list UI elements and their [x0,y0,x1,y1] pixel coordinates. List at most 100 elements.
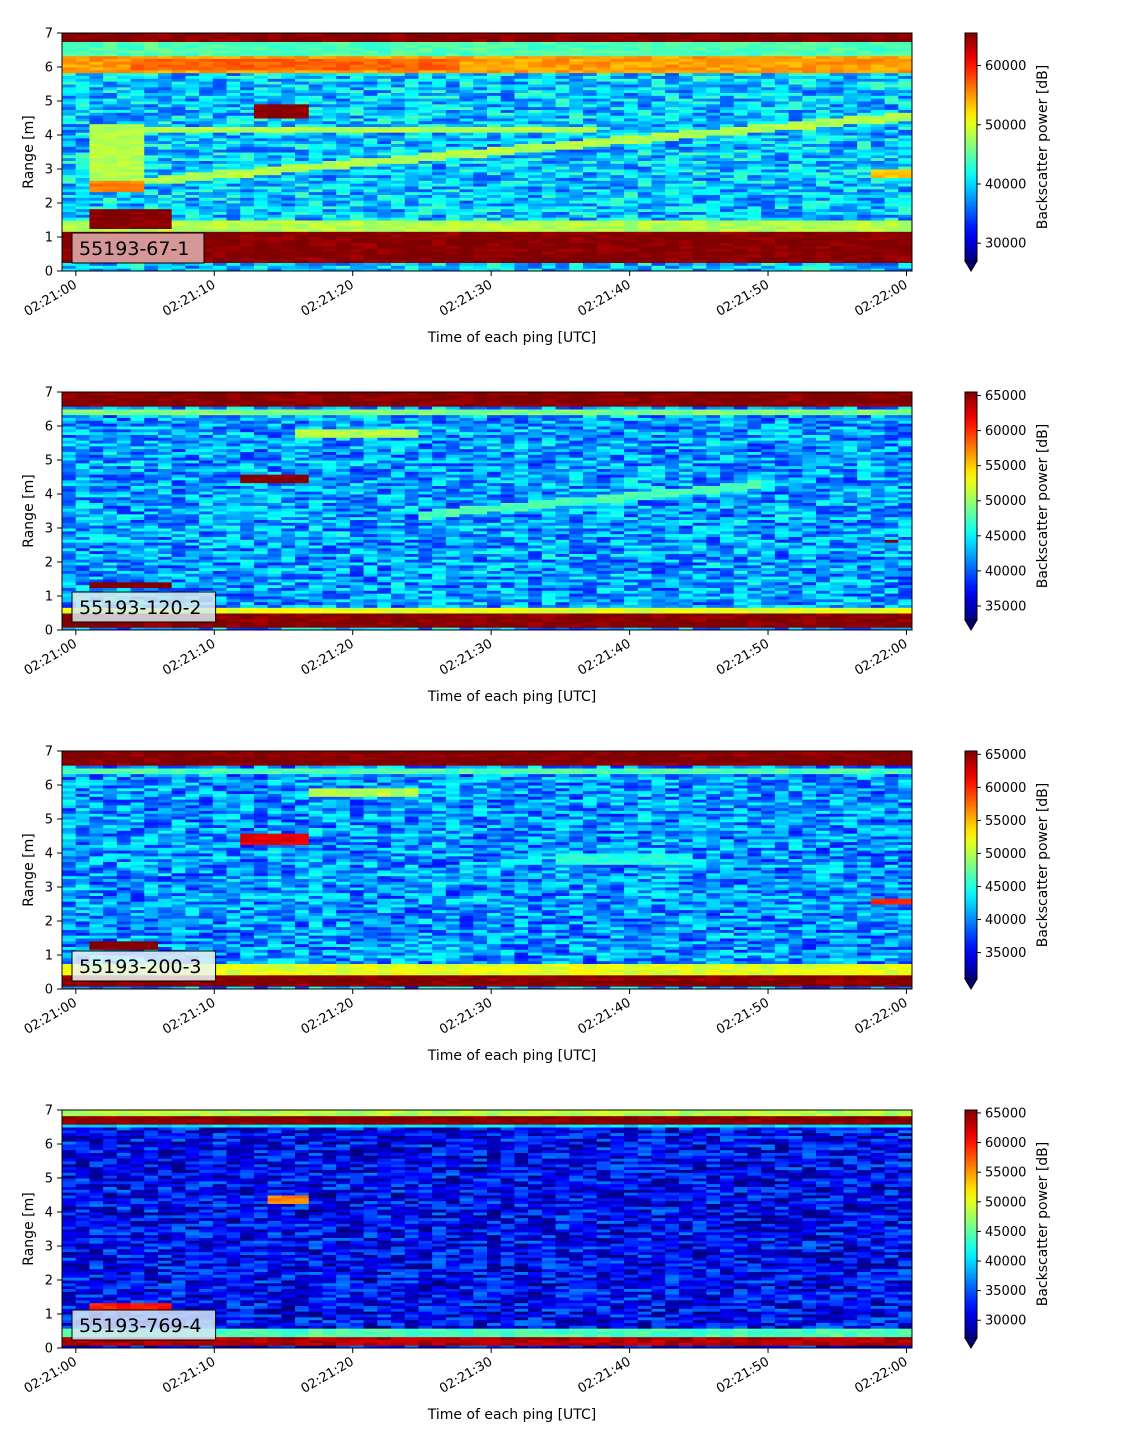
colorbar-gradient [965,33,977,261]
colorbar-tick-label: 40000 [985,913,1026,928]
x-tick-label: 02:21:10 [160,636,218,678]
colorbar-tick-label: 65000 [985,748,1026,763]
colorbar-extend-arrow [965,620,977,630]
x-tick-label: 02:21:50 [714,1354,772,1396]
panel-label: 55193-67-1 [79,238,189,260]
x-tick-label: 02:21:30 [437,1354,495,1396]
y-tick-label: 5 [45,813,53,828]
y-tick-label: 6 [45,1138,53,1153]
x-tick-label: 02:21:30 [437,995,495,1037]
y-axis-label: Range [m] [21,115,37,188]
y-axis-label: Range [m] [21,474,37,547]
colorbar-tick-label: 60000 [985,424,1026,439]
colorbar-label: Backscatter power [dB] [1035,783,1051,948]
colorbar-tick-label: 60000 [985,781,1026,796]
x-tick-label: 02:21:20 [299,277,357,319]
x-axis-label: Time of each ping [UTC] [427,330,597,346]
colorbar: 30000 40000 50000 60000 Backscatter power [d… [965,33,1051,271]
x-tick-label: 02:21:10 [160,1354,218,1396]
y-tick-label: 1 [45,231,53,246]
x-tick-label: 02:22:00 [852,995,910,1037]
colorbar-tick-label: 50000 [985,1195,1026,1210]
x-tick-label: 02:21:20 [299,636,357,678]
y-tick-label: 0 [45,1342,53,1357]
x-tick-label: 02:21:40 [576,1354,634,1396]
colorbar-tick-label: 35000 [985,946,1026,961]
y-tick-label: 2 [45,197,53,212]
y-tick-label: 6 [45,61,53,76]
y-tick-label: 5 [45,1172,53,1187]
x-axis-label: Time of each ping [UTC] [427,689,597,705]
x-tick-label: 02:21:00 [22,995,80,1037]
panel-label: 55193-769-4 [79,1315,202,1337]
x-tick-label: 02:21:00 [22,277,80,319]
colorbar-tick-label: 35000 [985,599,1026,614]
colorbar: 35000 40000 45000 50000 55000 60000 65000 Backs… [965,748,1051,989]
y-axis-label: Range [m] [21,833,37,906]
x-tick-label: 02:21:40 [576,995,634,1037]
y-tick-label: 3 [45,163,53,178]
x-tick-label: 02:21:00 [22,636,80,678]
x-tick-label: 02:22:00 [852,636,910,678]
x-axis-label: Time of each ping [UTC] [427,1407,597,1423]
y-tick-label: 3 [45,881,53,896]
x-tick-label: 02:21:10 [160,277,218,319]
colorbar-tick-label: 40000 [985,178,1026,193]
colorbar-tick-label: 50000 [985,118,1026,133]
y-tick-label: 1 [45,590,53,605]
x-tick-label: 02:21:30 [437,277,495,319]
y-axis-label: Range [m] [21,1192,37,1265]
colorbar-tick-label: 55000 [985,1166,1026,1181]
x-tick-label: 02:21:20 [299,1354,357,1396]
y-tick-label: 1 [45,949,53,964]
colorbar-label: Backscatter power [dB] [1035,65,1051,230]
y-tick-label: 7 [45,386,53,401]
y-tick-label: 6 [45,420,53,435]
x-tick-label: 02:22:00 [852,1354,910,1396]
colorbar-tick-label: 45000 [985,880,1026,895]
y-tick-label: 3 [45,1240,53,1255]
colorbar-tick-label: 50000 [985,847,1026,862]
y-tick-label: 2 [45,556,53,571]
colorbar-label: Backscatter power [dB] [1035,424,1051,589]
colorbar-tick-label: 50000 [985,494,1026,509]
panel-label: 55193-120-2 [79,597,202,619]
x-tick-label: 02:21:40 [576,277,634,319]
colorbar-tick-label: 45000 [985,529,1026,544]
colorbar-tick-label: 65000 [985,389,1026,404]
y-tick-label: 3 [45,522,53,537]
colorbar-tick-label: 30000 [985,1314,1026,1329]
colorbar-label: Backscatter power [dB] [1035,1142,1051,1307]
colorbar-tick-label: 30000 [985,237,1026,252]
x-axis-label: Time of each ping [UTC] [427,1048,597,1064]
x-tick-label: 02:21:50 [714,995,772,1037]
x-tick-label: 02:21:20 [299,995,357,1037]
colorbar-tick-label: 55000 [985,814,1026,829]
x-tick-label: 02:21:30 [437,636,495,678]
y-tick-label: 5 [45,95,53,110]
x-tick-label: 02:22:00 [852,277,910,319]
colorbar-tick-label: 65000 [985,1106,1026,1121]
colorbar-gradient [965,1110,977,1338]
x-tick-label: 02:21:10 [160,995,218,1037]
y-tick-label: 2 [45,1274,53,1289]
colorbar-extend-arrow [965,261,977,271]
colorbar-tick-label: 60000 [985,59,1026,74]
colorbar-tick-label: 35000 [985,1284,1026,1299]
colorbar-tick-label: 60000 [985,1136,1026,1151]
y-tick-label: 4 [45,847,53,862]
panel-label: 55193-200-3 [79,956,202,978]
y-tick-label: 5 [45,454,53,469]
y-tick-label: 2 [45,915,53,930]
colorbar-tick-label: 45000 [985,1225,1026,1240]
x-tick-label: 02:21:00 [22,1354,80,1396]
x-tick-label: 02:21:40 [576,636,634,678]
y-tick-label: 6 [45,779,53,794]
colorbar: 3000035000400004500050000550006000065000… [965,1106,1051,1348]
y-tick-label: 7 [45,745,53,760]
